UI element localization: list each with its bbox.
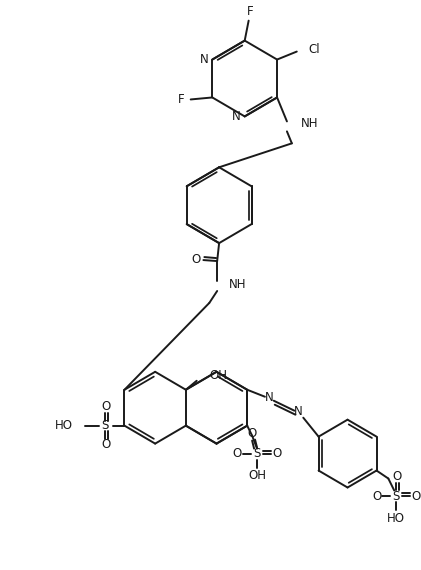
Text: O: O bbox=[372, 490, 381, 503]
Text: F: F bbox=[247, 5, 254, 18]
Text: HO: HO bbox=[387, 512, 405, 525]
Text: NH: NH bbox=[301, 117, 318, 130]
Text: Cl: Cl bbox=[309, 43, 320, 56]
Text: O: O bbox=[272, 447, 281, 460]
Text: N: N bbox=[264, 391, 273, 404]
Text: S: S bbox=[253, 447, 261, 460]
Text: O: O bbox=[392, 470, 402, 483]
Text: N: N bbox=[200, 53, 208, 66]
Text: N: N bbox=[232, 110, 241, 123]
Text: OH: OH bbox=[210, 369, 227, 382]
Text: S: S bbox=[392, 490, 400, 503]
Text: N: N bbox=[294, 405, 303, 418]
Text: O: O bbox=[101, 438, 110, 451]
Text: HO: HO bbox=[55, 419, 73, 432]
Text: O: O bbox=[248, 427, 257, 440]
Text: O: O bbox=[411, 490, 421, 503]
Text: S: S bbox=[101, 419, 109, 432]
Text: NH: NH bbox=[229, 279, 246, 291]
Text: O: O bbox=[101, 400, 110, 413]
Text: OH: OH bbox=[248, 469, 266, 482]
Text: O: O bbox=[191, 253, 200, 266]
Text: F: F bbox=[178, 93, 184, 106]
Text: O: O bbox=[233, 447, 242, 460]
